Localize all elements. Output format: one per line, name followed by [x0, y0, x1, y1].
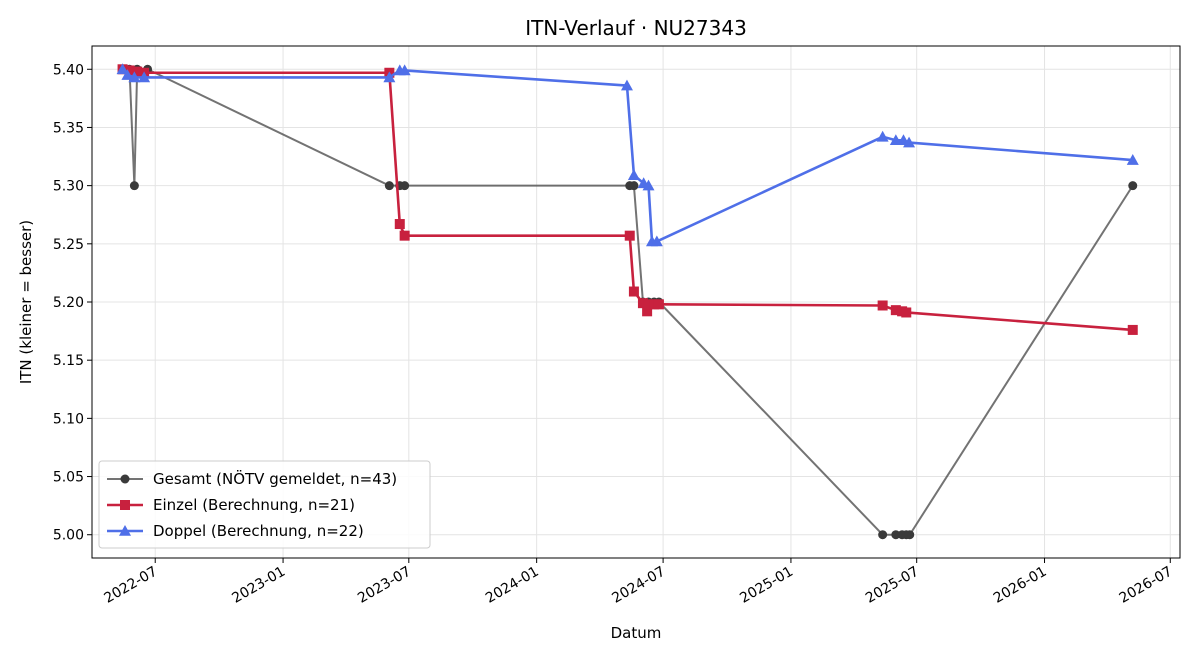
y-tick-label: 5.35: [53, 120, 84, 136]
legend-box: [98, 460, 431, 549]
data-point: [637, 298, 648, 309]
data-point: [398, 64, 411, 76]
x-axis-label: Datum: [611, 624, 662, 642]
data-point: [128, 71, 141, 83]
series-layer: [116, 63, 1139, 540]
legend: Gesamt (NÖTV gemeldet, n=43) Einzel (Bere…: [98, 460, 431, 549]
data-point: [905, 530, 915, 540]
legend-label: Einzel (Berechnung, n=21): [153, 496, 355, 514]
data-point: [399, 230, 410, 241]
data-point: [138, 71, 151, 83]
data-point: [1127, 324, 1138, 335]
data-point: [650, 235, 663, 247]
y-tick-label: 5.15: [53, 353, 84, 369]
data-point: [653, 299, 664, 310]
data-point: [901, 307, 912, 318]
legend-marker: [120, 500, 130, 510]
data-point: [132, 66, 143, 77]
data-point: [121, 69, 134, 80]
data-point: [643, 299, 654, 310]
y-tick-label: 5.05: [53, 470, 84, 486]
series-triangle: [116, 63, 1139, 247]
data-point: [889, 134, 902, 146]
legend-marker: [120, 474, 130, 484]
data-point: [400, 181, 410, 191]
data-point: [620, 79, 633, 91]
data-point: [124, 65, 135, 76]
data-point: [384, 181, 394, 191]
data-point: [903, 136, 916, 148]
y-tick-label: 5.30: [53, 179, 84, 195]
data-point: [628, 286, 639, 297]
data-point: [891, 530, 901, 540]
legend-label: Gesamt (NÖTV gemeldet, n=43): [153, 469, 397, 488]
data-point: [642, 306, 653, 317]
y-tick-label: 5.40: [53, 62, 84, 78]
y-axis-label: ITN (kleiner = besser): [17, 220, 35, 384]
data-point: [878, 530, 888, 540]
legend-label: Doppel (Berechnung, n=22): [153, 522, 364, 540]
data-point: [629, 181, 639, 191]
data-point: [876, 130, 889, 142]
data-point: [624, 230, 635, 241]
data-point: [383, 71, 396, 83]
data-point: [1126, 154, 1139, 165]
y-tick-label: 5.20: [53, 295, 84, 311]
data-point: [1128, 181, 1138, 191]
data-point: [890, 305, 901, 316]
data-point: [877, 300, 888, 311]
chart-title: ITN-Verlauf · NU27343: [525, 16, 747, 40]
data-point: [642, 179, 655, 191]
data-point: [116, 63, 129, 75]
y-tick-label: 5.10: [53, 411, 84, 427]
data-point: [394, 219, 405, 230]
data-point: [129, 181, 139, 191]
legend-marker: [119, 525, 131, 536]
data-point: [627, 169, 640, 180]
y-tick-label: 5.00: [53, 528, 84, 544]
y-tick-label: 5.25: [53, 237, 84, 253]
